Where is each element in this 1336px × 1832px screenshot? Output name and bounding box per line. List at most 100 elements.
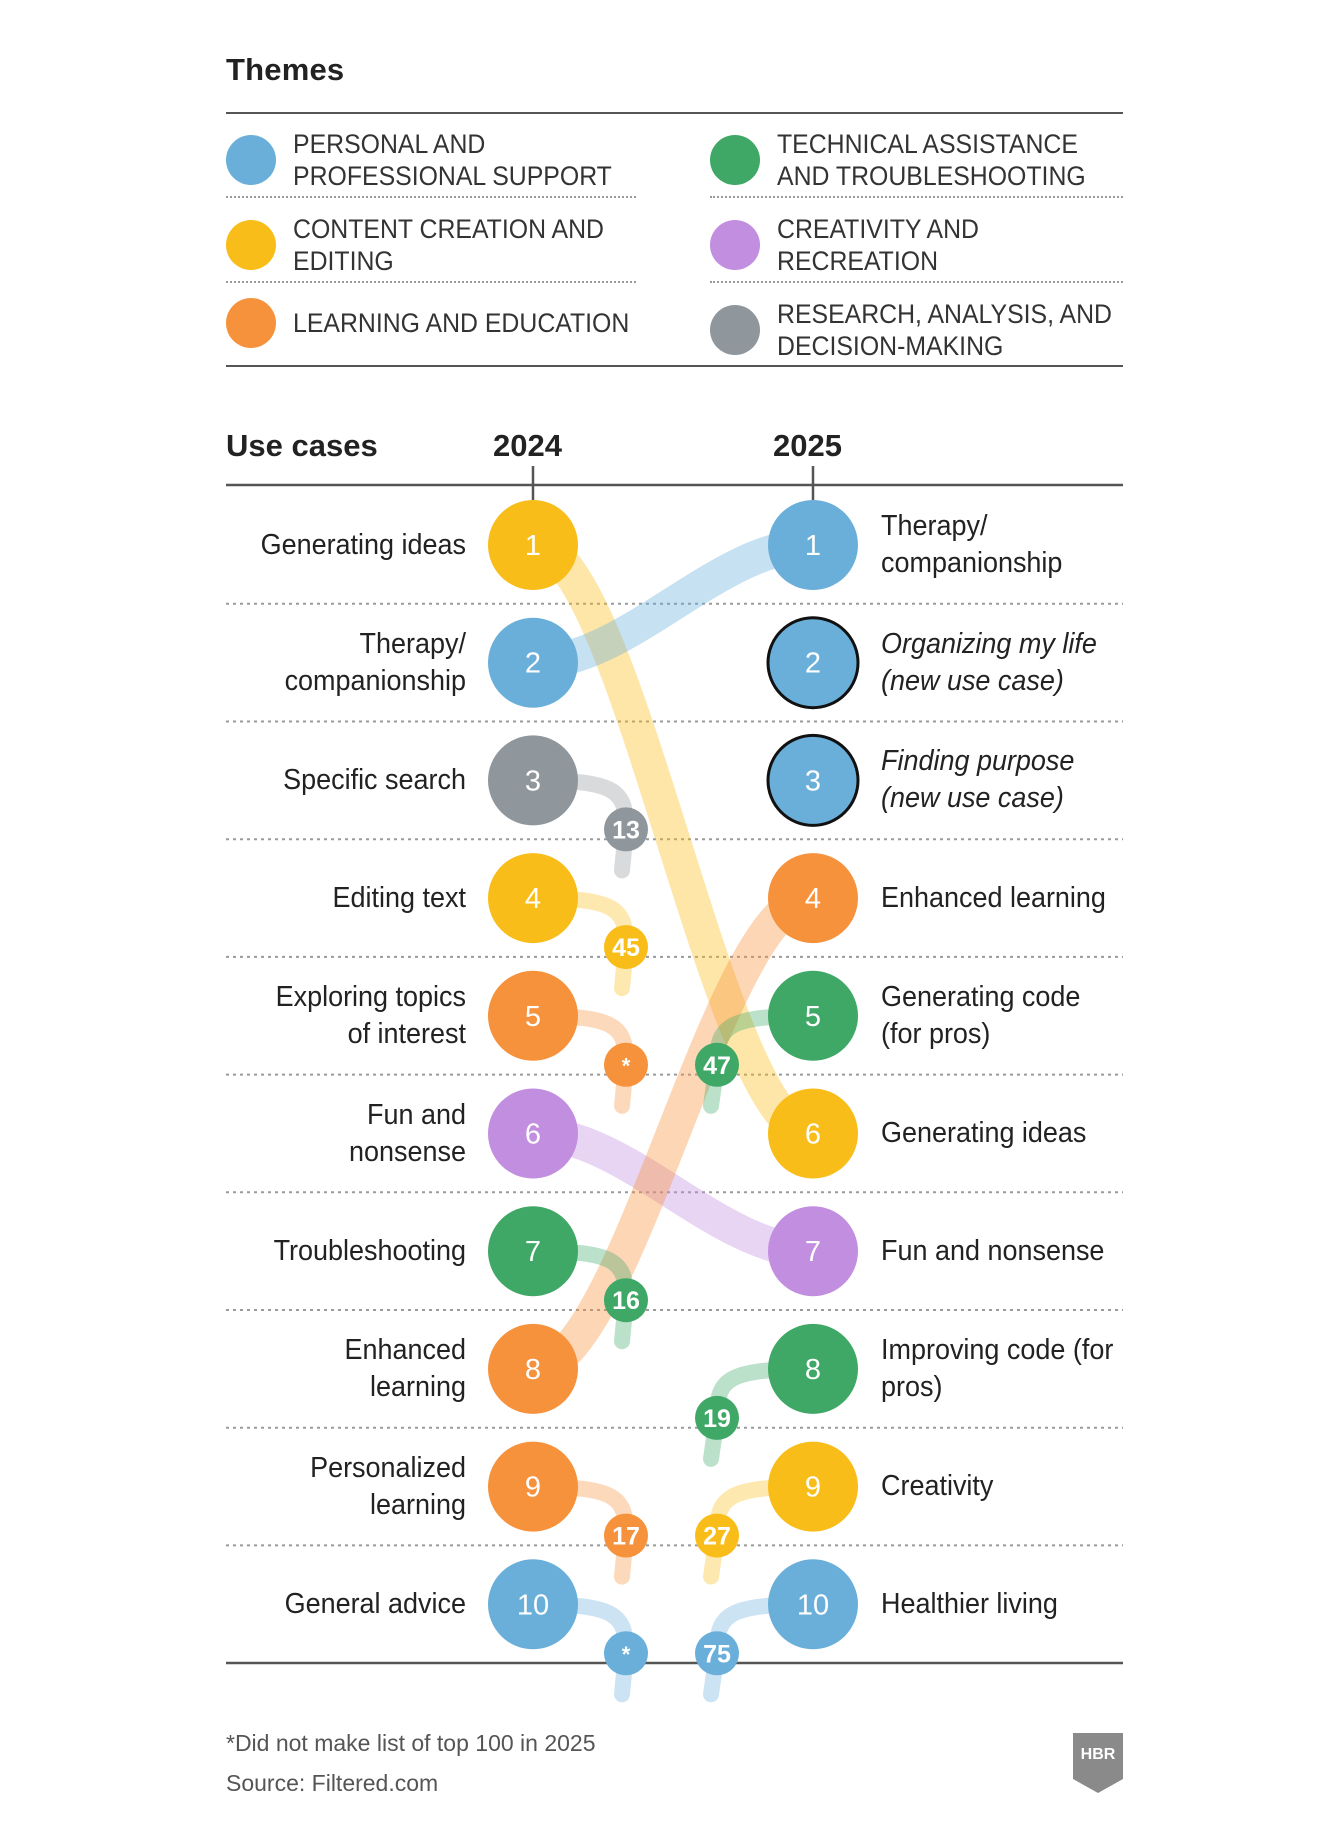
column-header-2025: 2025 xyxy=(773,428,842,463)
rank-2025-circle xyxy=(768,500,858,590)
entry-previous-rank: 75 xyxy=(703,1640,731,1668)
legend-personal: PERSONAL AND PROFESSIONAL SUPPORT xyxy=(226,128,673,192)
use-case-2024-label: Therapy/ companionship xyxy=(284,627,466,697)
rank-2024-circle xyxy=(488,853,578,944)
use-case-2025-label: Generating code (for pros) xyxy=(881,980,1081,1050)
rank-2024-circle xyxy=(488,500,578,590)
rank-2024-number: 10 xyxy=(517,1589,549,1621)
use-case-2025-label: Improving code (for pros) xyxy=(881,1333,1114,1403)
legend-label-technical: TECHNICAL ASSISTANCE AND TROUBLESHOOTING xyxy=(777,129,1086,191)
off-list-marker xyxy=(604,807,648,852)
use-case-2025-label: Finding purpose (new use case) xyxy=(881,745,1075,815)
legend-label-personal: PERSONAL AND PROFESSIONAL SUPPORT xyxy=(293,129,612,191)
off-list-marker xyxy=(604,1513,648,1558)
rank-2024-number: 2 xyxy=(525,648,541,680)
connector-1-to-6 xyxy=(516,528,830,1151)
rank-2024-circle xyxy=(488,970,578,1061)
connector-8-to-4 xyxy=(516,881,830,1386)
legend-divider xyxy=(226,196,636,198)
use-case-2025-label: Therapy/ companionship xyxy=(881,510,1063,579)
column-header-2024: 2024 xyxy=(493,428,562,463)
rank-2025-circle xyxy=(768,1206,858,1297)
off-list-marker xyxy=(604,1042,648,1087)
entry-marker xyxy=(695,1513,739,1558)
rank-2025-number: 2 xyxy=(805,648,821,680)
rank-2024-number: 9 xyxy=(525,1472,541,1504)
rank-2025-number: 9 xyxy=(805,1472,821,1504)
use-cases-title: Use cases xyxy=(226,428,378,463)
themes-top-rule xyxy=(226,112,1123,114)
use-case-2025-label: Creativity xyxy=(881,1470,994,1503)
legend-divider xyxy=(226,281,636,283)
legend-label-content: CONTENT CREATION AND EDITING xyxy=(293,214,604,276)
rank-2024-number: 7 xyxy=(525,1236,541,1268)
hbr-logo: HBR xyxy=(1073,1733,1123,1793)
use-case-2025-label: Fun and nonsense xyxy=(881,1234,1105,1267)
rank-2025-number: 5 xyxy=(805,1001,821,1033)
purple-circle-icon xyxy=(710,220,760,270)
rank-2024-number: 1 xyxy=(525,530,541,562)
rank-2024-circle xyxy=(488,1088,578,1179)
legend-divider xyxy=(710,281,1123,283)
source-note: Source: Filtered.com xyxy=(226,1770,439,1796)
legend-content: CONTENT CREATION AND EDITING xyxy=(226,213,673,277)
off-list-rank: 45 xyxy=(612,934,640,962)
legend-label-creativity: CREATIVITY AND RECREATION xyxy=(777,214,979,276)
off-list-marker xyxy=(604,1278,648,1323)
entry-previous-rank: 27 xyxy=(703,1523,731,1551)
rank-2025-circle xyxy=(768,1088,858,1179)
use-case-2024-label: Editing text xyxy=(332,881,466,914)
footnote: *Did not make list of top 100 in 2025 xyxy=(226,1730,596,1756)
use-case-2024-label: Enhanced learning xyxy=(344,1333,466,1403)
rank-2024-circle xyxy=(488,735,578,826)
rank-2024-circle xyxy=(488,1323,578,1414)
rank-2024-number: 8 xyxy=(525,1354,541,1386)
rank-2025-number: 10 xyxy=(797,1589,829,1621)
gray-circle-icon xyxy=(710,305,760,355)
rank-2024-circle xyxy=(488,1441,578,1532)
legend-technical: TECHNICAL ASSISTANCE AND TROUBLESHOOTING xyxy=(710,128,1157,192)
yellow-circle-icon xyxy=(226,220,276,270)
rank-2025-number: 3 xyxy=(805,765,821,797)
orange-circle-icon xyxy=(226,298,276,348)
rank-2024-circle xyxy=(488,617,578,708)
use-case-2025-label: Generating ideas xyxy=(881,1117,1087,1149)
legend-label-learning: LEARNING AND EDUCATION xyxy=(293,308,630,338)
themes-bottom-rule xyxy=(226,365,1123,367)
use-case-2025-label: Organizing my life (new use case) xyxy=(881,627,1097,697)
blue-circle-icon xyxy=(226,135,276,185)
rank-2025-number: 6 xyxy=(805,1119,821,1151)
rank-2024-circle xyxy=(488,1559,578,1650)
rank-2025-circle xyxy=(768,970,858,1061)
off-list-rank: 16 xyxy=(612,1287,640,1315)
legend-research: RESEARCH, ANALYSIS, AND DECISION-MAKING xyxy=(710,298,1157,362)
themes-title: Themes xyxy=(226,52,345,87)
off-list-rank: * xyxy=(622,1053,631,1078)
rank-2025-circle xyxy=(768,853,858,944)
rank-2025-number: 1 xyxy=(805,530,821,562)
use-case-2025-label: Enhanced learning xyxy=(881,881,1106,914)
rank-2025-circle xyxy=(768,1559,858,1650)
green-circle-icon xyxy=(710,135,760,185)
legend-creativity: CREATIVITY AND RECREATION xyxy=(710,213,1157,277)
use-case-2024-label: Generating ideas xyxy=(260,528,466,561)
entry-previous-rank: 19 xyxy=(703,1405,731,1433)
entry-marker xyxy=(695,1395,739,1440)
use-case-2025-label: Healthier living xyxy=(881,1587,1058,1620)
use-case-2024-label: Fun and nonsense xyxy=(349,1098,466,1168)
entry-marker xyxy=(695,1631,739,1676)
hbr-logo-text: HBR xyxy=(1081,1746,1116,1763)
rank-2025-circle xyxy=(768,1441,858,1532)
use-case-2024-label: Specific search xyxy=(283,763,466,796)
entry-marker xyxy=(695,1042,739,1087)
use-case-2024-label: Troubleshooting xyxy=(273,1234,466,1267)
legend-label-research: RESEARCH, ANALYSIS, AND DECISION-MAKING xyxy=(777,299,1112,361)
rank-2025-circle xyxy=(768,1323,858,1414)
rank-2024-number: 6 xyxy=(525,1119,541,1151)
rank-2025-number: 4 xyxy=(805,883,821,915)
off-list-marker xyxy=(604,925,648,970)
rank-2025-circle-new xyxy=(766,616,860,710)
rank-2025-number: 7 xyxy=(805,1236,821,1268)
legend-learning: LEARNING AND EDUCATION xyxy=(226,298,673,348)
